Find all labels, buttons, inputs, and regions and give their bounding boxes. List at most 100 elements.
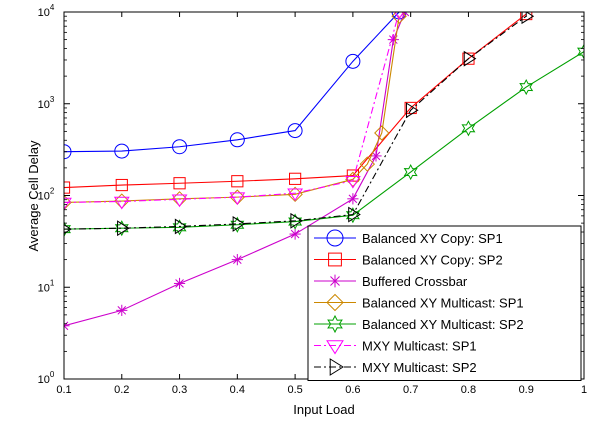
series-7	[64, 12, 535, 237]
data-point	[172, 219, 187, 236]
series-6	[64, 12, 405, 211]
data-point	[520, 12, 533, 21]
data-point	[370, 150, 382, 162]
data-point	[348, 206, 361, 223]
series-line	[64, 13, 527, 189]
data-point	[288, 213, 303, 230]
x-tick-label: 1	[581, 384, 587, 396]
y-tick-label: 101	[38, 278, 55, 294]
data-point	[231, 254, 243, 266]
data-point	[394, 12, 405, 20]
data-point	[387, 34, 399, 46]
x-tick-label: 0.7	[403, 384, 418, 396]
data-point	[347, 193, 359, 205]
data-point	[116, 304, 128, 316]
y-axis: 100 101 102 103 104	[38, 3, 584, 386]
data-point	[173, 177, 186, 190]
series-line	[64, 15, 527, 230]
legend-marker	[328, 252, 342, 267]
x-tick-label: 0.8	[461, 384, 476, 396]
data-point	[115, 178, 128, 192]
legend-label: MXY Multicast: SP1	[362, 339, 477, 354]
legend-label: Buffered Crossbar	[362, 274, 468, 289]
legend-item: MXY Multicast: SP1	[314, 339, 477, 355]
data-point	[114, 143, 130, 159]
data-point	[230, 216, 245, 233]
data-point	[345, 207, 360, 224]
legend-marker	[329, 358, 344, 376]
data-point	[345, 171, 361, 188]
y-tick-label: 104	[38, 3, 55, 19]
y-tick-label: 103	[38, 95, 55, 111]
legend: Balanced XY Copy: SP1 Balanced XY Copy: S…	[307, 225, 582, 381]
series-1	[64, 12, 407, 160]
legend-marker	[326, 340, 344, 355]
y-tick-label: 100	[38, 370, 55, 386]
data-point	[287, 188, 304, 202]
y-axis-label: Average Cell Delay	[26, 140, 41, 252]
legend-marker	[326, 229, 344, 247]
series-2	[64, 12, 533, 194]
data-point	[391, 12, 407, 24]
x-tick-label: 0.9	[519, 384, 534, 396]
data-point	[64, 221, 71, 238]
data-point	[113, 196, 130, 210]
legend-label: Balanced XY Copy: SP1	[362, 231, 503, 246]
legend-box	[307, 225, 582, 381]
data-point	[117, 220, 130, 237]
x-tick-label: 0.6	[345, 384, 360, 396]
x-tick-label: 0.3	[172, 384, 187, 396]
legend-label: Balanced XY Multicast: SP2	[362, 317, 524, 332]
data-point	[404, 101, 417, 115]
x-tick-label: 0.5	[287, 384, 302, 396]
legend-marker	[327, 314, 343, 334]
series-line	[64, 16, 400, 203]
data-point	[64, 224, 72, 235]
data-point	[232, 216, 246, 232]
y-tick-label: 102	[38, 187, 55, 203]
x-tick-label: 0.1	[56, 384, 71, 396]
series-layer	[64, 12, 584, 332]
data-point	[345, 53, 361, 69]
legend-marker	[328, 274, 342, 288]
x-tick-label: 0.4	[230, 384, 245, 396]
data-point	[64, 197, 72, 211]
data-point	[287, 123, 303, 139]
data-point	[231, 175, 244, 188]
legend-marker	[326, 293, 344, 312]
legend-label: Balanced XY Copy: SP2	[362, 253, 503, 268]
data-point	[64, 144, 72, 160]
legend-item: Balanced XY Copy: SP2	[314, 253, 503, 268]
legend-label: Balanced XY Multicast: SP1	[362, 296, 524, 311]
data-point	[64, 194, 72, 211]
data-point	[462, 52, 475, 65]
data-point	[359, 156, 376, 172]
data-point	[461, 120, 476, 137]
x-axis-label: Input Load	[293, 402, 354, 417]
data-point	[463, 50, 477, 67]
data-point	[289, 172, 302, 185]
legend-item: Buffered Crossbar	[314, 274, 468, 289]
data-point	[174, 218, 188, 235]
data-point	[114, 220, 129, 237]
data-point	[405, 102, 419, 119]
data-point	[172, 139, 188, 155]
legend-item: Balanced XY Multicast: SP2	[314, 314, 524, 334]
data-point	[344, 175, 361, 189]
data-point	[521, 12, 535, 25]
legend-item: MXY Multicast: SP2	[314, 358, 477, 376]
data-point	[173, 277, 186, 290]
data-point	[374, 125, 390, 141]
data-point	[229, 132, 245, 148]
data-point	[403, 164, 418, 181]
data-point	[577, 43, 584, 60]
x-tick-label: 0.2	[114, 384, 129, 396]
data-point	[290, 212, 304, 229]
legend-item: Balanced XY Multicast: SP1	[314, 293, 524, 312]
series-line	[64, 12, 400, 153]
data-point	[229, 192, 246, 206]
data-point	[289, 228, 301, 240]
series-line	[64, 51, 584, 230]
series-5	[64, 43, 584, 238]
